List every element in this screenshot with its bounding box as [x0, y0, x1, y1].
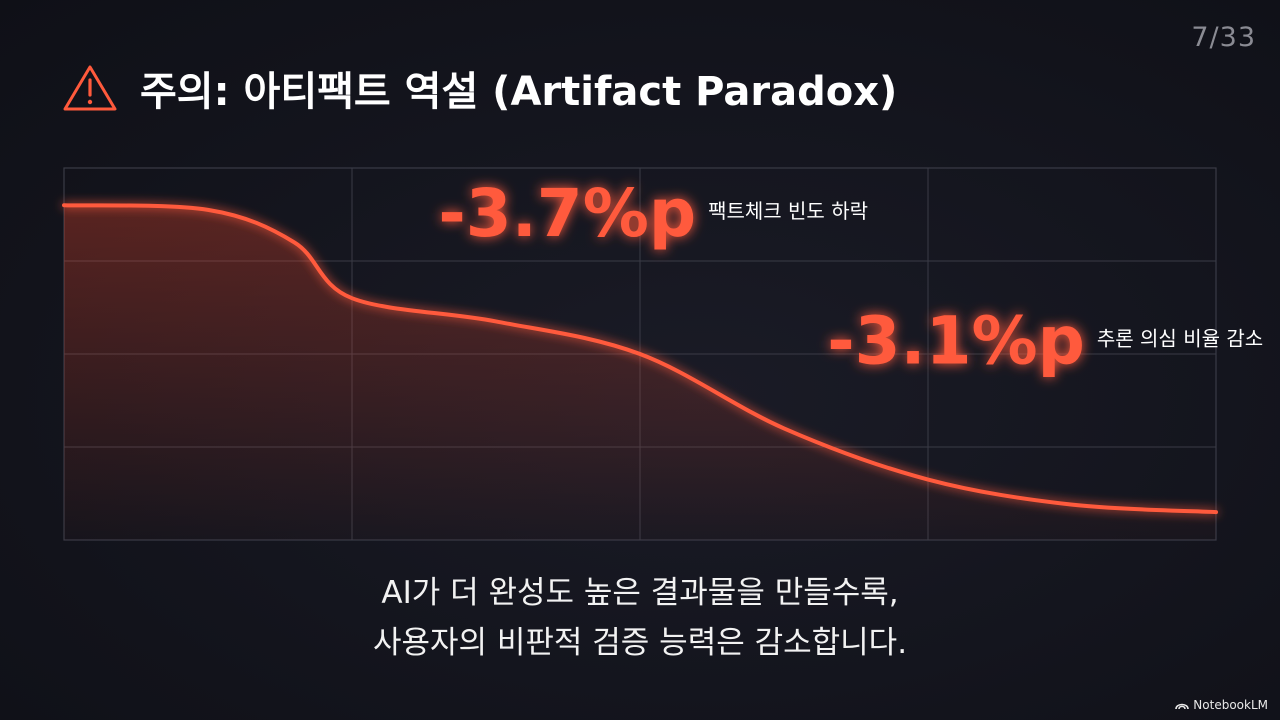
- notebooklm-logo-icon: [1175, 703, 1190, 710]
- brand-watermark: NotebookLM: [1175, 698, 1268, 712]
- annotation-value-2: -3.1%p: [827, 302, 1085, 379]
- annotation-label-1: 팩트체크 빈도 하락: [708, 199, 868, 223]
- caption-line-1: AI가 더 완성도 높은 결과물을 만들수록,: [381, 575, 899, 611]
- series-line: [62, 203, 1218, 515]
- page-title: 주의: 아티팩트 역설 (Artifact Paradox): [140, 69, 898, 115]
- series-area: [64, 205, 1216, 540]
- page-number: 7/33: [1191, 22, 1256, 53]
- title-row: 주의: 아티팩트 역설 (Artifact Paradox): [62, 58, 897, 118]
- brand-label: NotebookLM: [1193, 698, 1268, 712]
- annotation-value-1: -3.7%p: [438, 175, 696, 252]
- caption-line-2: 사용자의 비판적 검증 능력은 감소합니다.: [372, 625, 908, 661]
- chart-annotations: -3.7%p 팩트체크 빈도 하락 -3.1%p 추론 의심 비율 감소: [438, 175, 1263, 379]
- caption: AI가 더 완성도 높은 결과물을 만들수록, 사용자의 비판적 검증 능력은 …: [0, 568, 1280, 668]
- warning-triangle-icon: [63, 65, 117, 111]
- annotation-label-2: 추론 의심 비율 감소: [1097, 326, 1263, 350]
